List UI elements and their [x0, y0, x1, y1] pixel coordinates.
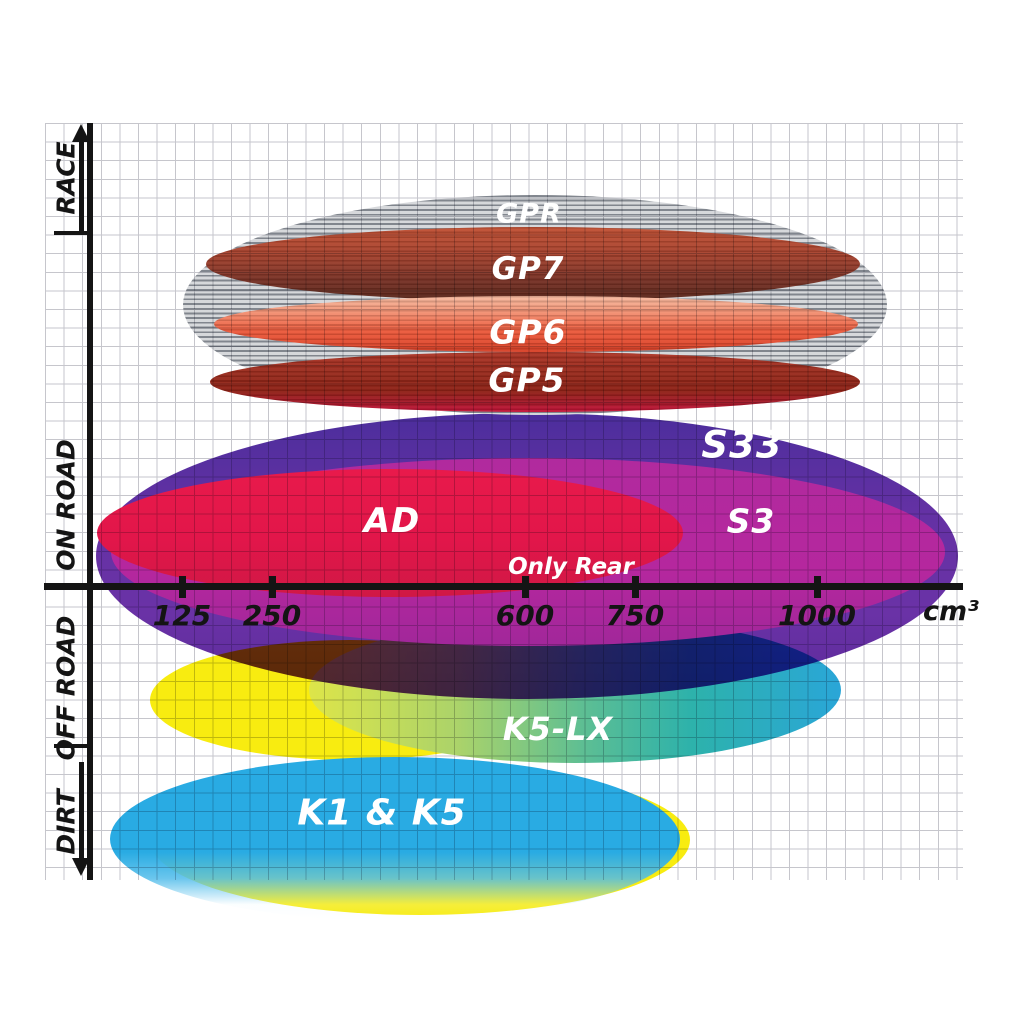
dirt-arrow-down-icon: [72, 858, 90, 876]
y-axis-line: [87, 123, 93, 880]
zone-separator: [54, 231, 88, 235]
dirt-arrow-down-icon: [79, 762, 84, 860]
x-axis-unit-label: cm³: [923, 596, 979, 627]
race-arrow-up-icon: [72, 124, 90, 142]
race-arrow-up-icon: [79, 142, 84, 234]
x-axis-line: [44, 583, 963, 590]
zone-separator: [54, 744, 88, 748]
grid-overlay: [45, 123, 963, 880]
